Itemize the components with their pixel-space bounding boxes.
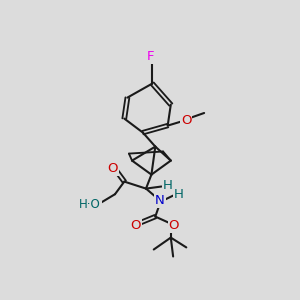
Text: F: F — [147, 50, 154, 63]
Text: O: O — [181, 114, 192, 127]
Text: H: H — [174, 188, 184, 201]
Text: O: O — [131, 219, 141, 232]
Text: H: H — [163, 178, 172, 192]
Text: O: O — [169, 219, 179, 232]
Text: O: O — [107, 162, 118, 175]
Text: H·O: H·O — [79, 197, 101, 211]
Text: N: N — [155, 194, 165, 207]
